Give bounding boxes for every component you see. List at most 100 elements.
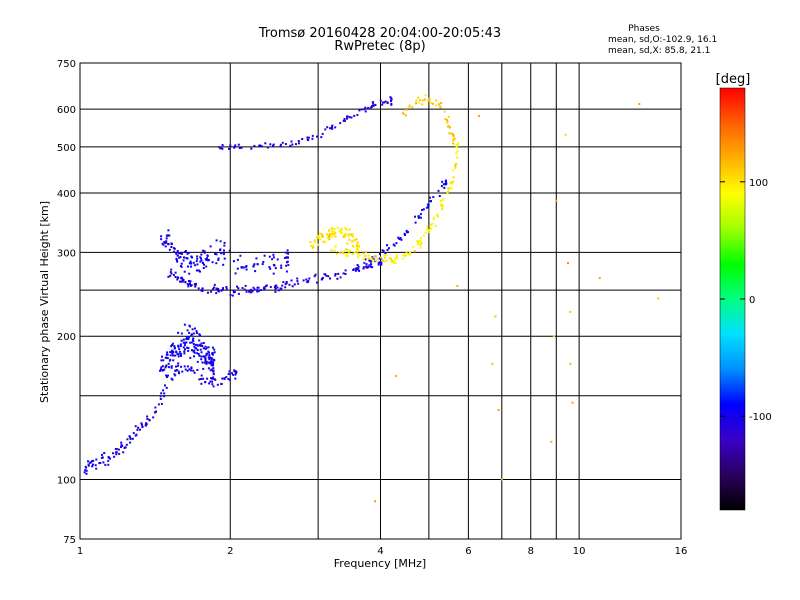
y-tick-label: 600: [57, 105, 76, 116]
data-point: [223, 249, 225, 252]
data-point: [221, 144, 224, 147]
data-point: [104, 463, 107, 466]
data-point: [405, 251, 408, 254]
data-point: [444, 180, 447, 183]
data-point: [212, 376, 215, 379]
data-point: [349, 249, 351, 252]
data-point: [186, 252, 189, 255]
data-point: [453, 137, 456, 140]
data-point: [307, 136, 310, 139]
data-point: [446, 121, 449, 124]
data-point: [406, 231, 408, 234]
data-point: [564, 133, 567, 136]
data-point: [478, 115, 480, 118]
data-point: [402, 257, 405, 260]
data-point: [370, 257, 373, 260]
data-point: [172, 351, 175, 353]
data-point: [355, 238, 358, 241]
data-point: [371, 256, 374, 259]
data-point: [198, 378, 201, 381]
data-point: [427, 100, 430, 103]
data-point: [420, 242, 422, 245]
data-point: [255, 257, 258, 260]
data-point: [183, 352, 186, 355]
data-point: [443, 186, 446, 189]
data-point: [203, 263, 205, 266]
chart-title: Tromsø 20160428 20:04:00-20:05:43: [258, 26, 501, 41]
data-point: [367, 257, 370, 260]
data-point: [356, 241, 359, 244]
data-point: [395, 375, 398, 377]
data-point: [168, 359, 171, 362]
x-tick-label: 4: [377, 546, 383, 557]
data-point: [85, 466, 88, 469]
data-point: [170, 268, 173, 271]
data-point: [326, 233, 328, 236]
data-point: [317, 243, 320, 246]
data-point: [284, 143, 287, 145]
data-point: [242, 266, 245, 269]
data-point: [338, 251, 341, 254]
data-point: [436, 213, 439, 216]
data-point: [343, 120, 346, 122]
data-point: [314, 240, 317, 243]
data-point: [285, 251, 288, 254]
data-point: [396, 257, 398, 260]
data-point: [159, 369, 161, 372]
data-point: [234, 377, 237, 380]
data-point: [381, 101, 384, 104]
data-point: [211, 364, 214, 367]
data-point: [175, 365, 177, 368]
data-point: [424, 98, 427, 101]
data-point: [160, 402, 163, 405]
data-point: [337, 226, 340, 229]
data-point: [280, 266, 283, 269]
data-point: [157, 403, 160, 406]
data-point: [331, 232, 334, 234]
data-point: [439, 106, 442, 109]
data-point: [193, 351, 196, 354]
data-point: [95, 467, 98, 470]
data-point: [199, 343, 202, 346]
data-point: [382, 250, 385, 252]
data-point: [263, 254, 266, 257]
data-point: [345, 254, 348, 257]
data-point: [173, 250, 176, 253]
data-point: [296, 277, 299, 280]
data-point: [174, 271, 177, 274]
legend-line-x: mean, sd,X: 85.8, 21.1: [608, 46, 710, 56]
data-point: [286, 256, 289, 259]
data-point: [191, 349, 193, 352]
data-point: [160, 238, 163, 241]
data-point: [371, 259, 374, 262]
data-point: [321, 278, 324, 280]
data-point: [239, 254, 242, 257]
data-point: [200, 351, 203, 354]
data-point: [379, 261, 382, 264]
data-point: [285, 281, 288, 283]
data-point: [189, 341, 192, 344]
data-point: [421, 209, 424, 211]
x-tick-label: 16: [675, 546, 688, 557]
data-point: [179, 345, 182, 348]
data-point: [183, 256, 185, 259]
data-point: [346, 255, 349, 258]
data-point: [396, 254, 398, 257]
data-point: [193, 355, 195, 358]
data-point: [184, 368, 187, 371]
data-point: [240, 146, 243, 149]
data-point: [422, 234, 425, 237]
data-point: [567, 262, 569, 264]
data-point: [341, 251, 344, 253]
data-point: [196, 369, 199, 371]
data-point: [297, 282, 300, 285]
data-point: [398, 238, 401, 241]
data-point: [177, 331, 180, 334]
data-point: [446, 120, 449, 122]
data-point: [202, 355, 205, 358]
data-point: [277, 289, 280, 292]
data-point: [198, 344, 201, 347]
data-point: [196, 352, 199, 355]
data-point: [357, 249, 360, 252]
data-point: [173, 347, 176, 350]
